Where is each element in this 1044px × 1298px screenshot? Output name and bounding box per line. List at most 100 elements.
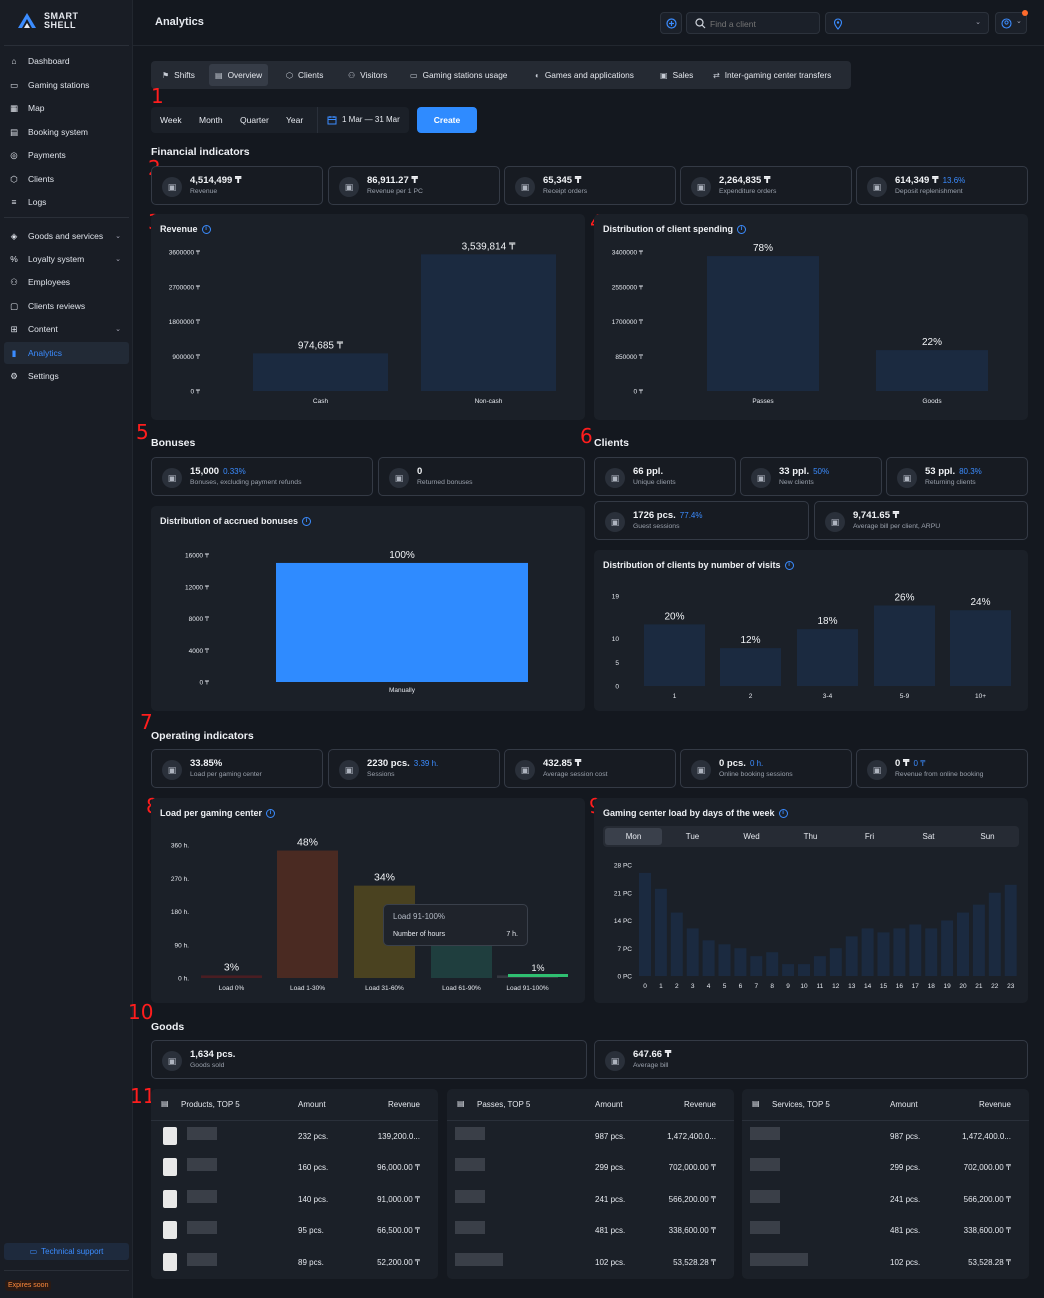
tab-gaming-stations-usage[interactable]: ▭ Gaming stations usage <box>404 64 513 86</box>
top-header: Analytics ⌄ ⌄ <box>133 0 1044 46</box>
table-row[interactable]: 481 pcs. 338,600.00 ₸ <box>742 1216 1029 1244</box>
stat-value: 4,514,499 ₸ <box>190 175 242 186</box>
info-icon[interactable]: i <box>784 561 794 571</box>
support-label: Technical support <box>41 1247 104 1256</box>
gear-icon: ⚙ <box>10 370 18 381</box>
technical-support-button[interactable]: ▭ Technical support <box>4 1243 129 1260</box>
sidebar-item-clients-reviews[interactable]: ▢ Clients reviews <box>4 295 129 317</box>
add-button[interactable] <box>660 12 682 34</box>
sidebar-item-settings[interactable]: ⚙ Settings <box>4 365 129 387</box>
stat-label: New clients <box>779 479 814 486</box>
stat-card: ▣ 647.66 ₸ Average bill <box>594 1040 1028 1079</box>
tab-visitors[interactable]: ⚇ Visitors <box>342 64 393 86</box>
bar <box>686 928 699 976</box>
tab-sales[interactable]: ▣ Sales <box>654 64 699 86</box>
table-row[interactable]: 241 pcs. 566,200.00 ₸ <box>742 1185 1029 1213</box>
x-tick-label: 22 <box>991 983 999 990</box>
chevron-down-icon: ⌄ <box>1016 18 1022 25</box>
sidebar-item-gaming-stations[interactable]: ▭ Gaming stations <box>4 74 129 96</box>
stat-number: 0 ₸ <box>895 758 910 769</box>
tab-label: Games and applications <box>544 70 634 80</box>
table-row[interactable]: 299 pcs. 702,000.00 ₸ <box>742 1153 1029 1181</box>
brand-logo[interactable]: SMART SHELL <box>16 12 79 30</box>
info-icon[interactable]: i <box>302 517 312 527</box>
data-label: 18% <box>817 616 837 627</box>
user-icon: ▣ <box>897 468 917 488</box>
sidebar-item-analytics[interactable]: ▮ Analytics <box>4 342 129 364</box>
bar <box>670 912 683 976</box>
info-icon[interactable]: i <box>737 225 746 235</box>
day-tab-thu[interactable]: Thu <box>803 832 818 841</box>
table-row[interactable]: 102 pcs. 53,528.28 ₸ <box>447 1248 734 1276</box>
tab-shifts[interactable]: ⚑ Shifts <box>156 64 201 86</box>
period-week[interactable]: Week <box>160 115 182 125</box>
day-tab-wed[interactable]: Wed <box>743 832 760 841</box>
x-tick-label: Load 1-30% <box>290 985 325 992</box>
table-row[interactable]: 232 pcs. 139,200.0... <box>151 1122 438 1150</box>
sidebar-item-employees[interactable]: ⚇ Employees <box>4 271 129 293</box>
table-row[interactable]: 102 pcs. 53,528.28 ₸ <box>742 1248 1029 1276</box>
sidebar-item-booking-system[interactable]: ▤ Booking system <box>4 121 129 143</box>
table-row[interactable]: 481 pcs. 338,600.00 ₸ <box>447 1216 734 1244</box>
period-quarter[interactable]: Quarter <box>240 115 269 125</box>
sidebar: SMART SHELL ⌂ Dashboard ▭ Gaming stations ▦ M… <box>0 0 133 1298</box>
y-tick-label: 16000 ₸ <box>185 553 210 560</box>
x-tick-label: 8 <box>770 983 774 990</box>
sidebar-item-goods-and-services[interactable]: ◈ Goods and services ⌄ <box>4 225 129 247</box>
sidebar-item-dashboard[interactable]: ⌂ Dashboard <box>4 50 129 72</box>
period-month[interactable]: Month <box>199 115 223 125</box>
x-tick-label: 5-9 <box>900 693 910 700</box>
sidebar-item-content[interactable]: ⊞ Content ⌄ <box>4 318 129 340</box>
tab-clients[interactable]: ⬡ Clients <box>280 64 329 86</box>
revenue-chart-title: Revenue i <box>160 224 211 235</box>
table-row[interactable]: 241 pcs. 566,200.00 ₸ <box>447 1185 734 1213</box>
tab-overview[interactable]: ▤ Overview <box>209 64 269 86</box>
cell-amount: 481 pcs. <box>890 1226 921 1235</box>
table-row[interactable]: 299 pcs. 702,000.00 ₸ <box>447 1153 734 1181</box>
info-icon[interactable]: i <box>778 809 788 819</box>
date-range-label: 1 Mar — 31 Mar <box>342 115 400 124</box>
table-row[interactable]: 89 pcs. 52,200.00 ₸ <box>151 1248 438 1276</box>
day-tab-sat[interactable]: Sat <box>922 832 935 841</box>
calendar-icon: ▤ <box>215 70 223 80</box>
table-row[interactable]: 140 pcs. 91,000.00 ₸ <box>151 1185 438 1213</box>
x-tick-label: 11 <box>817 983 824 990</box>
receipt-icon: ▣ <box>605 1051 625 1071</box>
client-search[interactable] <box>686 12 820 34</box>
sidebar-item-logs[interactable]: ≡ Logs <box>4 191 129 213</box>
bar <box>972 904 985 976</box>
location-select[interactable]: ⌄ <box>825 12 989 34</box>
sidebar-item-map[interactable]: ▦ Map <box>4 97 129 119</box>
table-row[interactable]: 160 pcs. 96,000.00 ₸ <box>151 1153 438 1181</box>
tab-label: Shifts <box>174 70 195 80</box>
stat-number: 0 pcs. <box>719 758 746 769</box>
sidebar-item-loyalty-system[interactable]: % Loyalty system ⌄ <box>4 248 129 270</box>
create-button[interactable]: Create <box>417 107 477 133</box>
profile-menu[interactable]: ⌄ <box>995 10 1028 34</box>
calendar-icon: ▣ <box>691 760 711 780</box>
tab-inter-gaming-center-transfers[interactable]: ⇄ Inter-gaming center transfers <box>707 64 837 86</box>
stat-percent: 50% <box>813 467 830 476</box>
redacted-name <box>750 1221 780 1234</box>
info-icon[interactable]: i <box>201 225 211 235</box>
table-row[interactable]: 95 pcs. 66,500.00 ₸ <box>151 1216 438 1244</box>
search-input[interactable] <box>710 16 815 31</box>
period-year[interactable]: Year <box>286 115 304 125</box>
day-tab-fri[interactable]: Fri <box>864 832 875 841</box>
table-row[interactable]: 987 pcs. 1,472,400.0... <box>742 1122 1029 1150</box>
info-icon[interactable]: i <box>266 809 276 819</box>
date-range-picker[interactable]: 1 Mar — 31 Mar <box>317 107 409 133</box>
table-row[interactable]: 987 pcs. 1,472,400.0... <box>447 1122 734 1150</box>
day-tab-sun[interactable]: Sun <box>980 832 995 841</box>
tab-games-and-applications[interactable]: ◐ Games and applications <box>529 64 640 86</box>
day-tab-tue[interactable]: Tue <box>685 832 700 841</box>
day-tab-mon[interactable]: Mon <box>605 828 662 845</box>
y-tick-label: 0 <box>615 684 619 691</box>
sidebar-item-clients[interactable]: ⬡ Clients <box>4 168 129 190</box>
x-tick-label: 3-4 <box>823 693 833 700</box>
sidebar-item-payments[interactable]: ◎ Payments <box>4 144 129 166</box>
top5-table: ▤ Services, TOP 5 Amount Revenue 987 pcs. 1,4… <box>742 1089 1029 1279</box>
table-title: Services, TOP 5 <box>772 1100 830 1109</box>
bar <box>925 928 938 976</box>
data-label: 12% <box>740 635 760 646</box>
